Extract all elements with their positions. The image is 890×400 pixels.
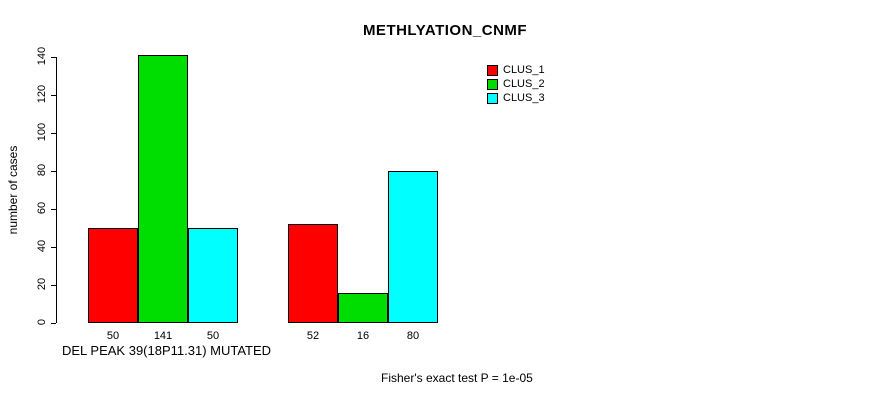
y-tick-label: 120 — [36, 84, 48, 104]
x-axis-group-label: DEL PEAK 39(18P11.31) MUTATED — [62, 343, 272, 358]
bar-value-label: 50 — [106, 330, 120, 342]
plot-area — [56, 55, 447, 323]
legend-swatch-icon — [487, 92, 498, 104]
y-tick-mark — [51, 247, 56, 248]
y-tick-mark — [51, 323, 56, 324]
chart-title: METHLYATION_CNMF — [362, 22, 528, 39]
y-tick-label: 80 — [36, 163, 48, 177]
legend-item-clus_3: CLUS_3 — [487, 91, 545, 105]
y-tick-mark — [51, 171, 56, 172]
bar-clus_3-group1 — [188, 228, 238, 323]
bar-clus_1-group1 — [88, 228, 138, 323]
legend-item-clus_1: CLUS_1 — [487, 63, 545, 77]
legend: CLUS_1 CLUS_2 CLUS_3 — [487, 63, 545, 105]
y-tick-mark — [51, 57, 56, 58]
y-tick-label: 40 — [36, 239, 48, 253]
y-axis-line — [56, 57, 57, 323]
bar-value-label: 16 — [356, 330, 370, 342]
bar-value-label: 52 — [306, 330, 320, 342]
bar-value-label: 141 — [153, 330, 173, 342]
y-tick-label: 100 — [36, 122, 48, 142]
y-tick-label: 60 — [36, 201, 48, 215]
bar-clus_1-group2 — [288, 224, 338, 323]
y-tick-mark — [51, 209, 56, 210]
y-axis-label: number of cases — [6, 145, 20, 235]
legend-label: CLUS_3 — [503, 92, 545, 104]
y-tick-label: 140 — [36, 46, 48, 66]
bar-value-label: 50 — [206, 330, 220, 342]
y-tick-mark — [51, 133, 56, 134]
bar-clus_3-group2 — [388, 171, 438, 323]
legend-label: CLUS_2 — [503, 78, 545, 90]
y-tick-label: 0 — [36, 318, 48, 326]
bar-value-label: 80 — [406, 330, 420, 342]
y-tick-label: 20 — [36, 277, 48, 291]
legend-label: CLUS_1 — [503, 64, 545, 76]
bar-clus_2-group1 — [138, 55, 188, 323]
legend-item-clus_2: CLUS_2 — [487, 77, 545, 91]
stats-footnote: Fisher's exact test P = 1e-05 — [381, 371, 533, 385]
y-tick-mark — [51, 285, 56, 286]
legend-swatch-icon — [487, 78, 498, 90]
bar-clus_2-group2 — [338, 293, 388, 323]
legend-swatch-icon — [487, 64, 498, 76]
y-tick-mark — [51, 95, 56, 96]
